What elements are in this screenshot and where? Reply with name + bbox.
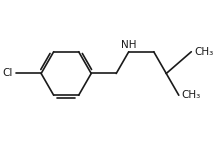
Text: Cl: Cl bbox=[3, 68, 13, 78]
Text: CH₃: CH₃ bbox=[181, 90, 201, 100]
Text: CH₃: CH₃ bbox=[194, 47, 213, 57]
Text: NH: NH bbox=[121, 40, 137, 50]
